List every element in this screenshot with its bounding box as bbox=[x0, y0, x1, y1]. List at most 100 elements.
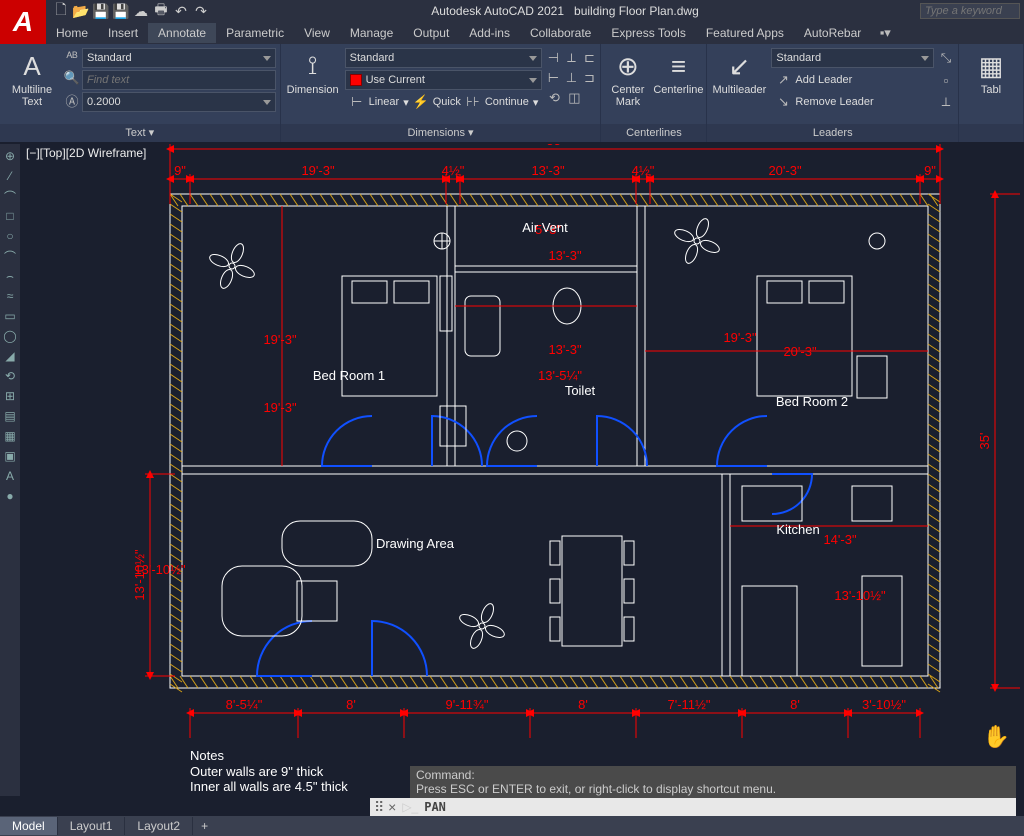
dim-style-value: Standard bbox=[350, 52, 395, 64]
palette-tool-icon[interactable]: ⌒ bbox=[2, 188, 18, 204]
find-icon[interactable]: 🔍 bbox=[64, 70, 80, 86]
command-line[interactable]: ⠿ × ▷_ PAN bbox=[370, 798, 1016, 816]
svg-text:Inner all walls are 4.5" thick: Inner all walls are 4.5" thick bbox=[190, 779, 348, 794]
multileader-button[interactable]: ↙ Multileader bbox=[711, 48, 767, 98]
dim-tool-icon[interactable]: ⊐ bbox=[582, 70, 596, 86]
textheight-icon[interactable]: Ⓐ bbox=[64, 92, 80, 108]
menu-output[interactable]: Output bbox=[403, 23, 459, 43]
ribbon-title-leaders: Leaders bbox=[707, 124, 958, 142]
palette-tool-icon[interactable]: ◢ bbox=[2, 348, 18, 364]
palette-tool-icon[interactable]: ◯ bbox=[2, 328, 18, 344]
menu-add-ins[interactable]: Add-ins bbox=[459, 23, 520, 43]
dim-tool-icon[interactable]: ⊣ bbox=[546, 50, 560, 66]
palette-tool-icon[interactable]: ▭ bbox=[2, 308, 18, 324]
drawing-canvas[interactable]: [−][Top][2D Wireframe] 55'9"19'-3"4½"13'… bbox=[20, 144, 1024, 796]
menu-home[interactable]: Home bbox=[46, 23, 98, 43]
dimension-button[interactable]: ⟟ Dimension bbox=[285, 48, 341, 98]
svg-text:Drawing Area: Drawing Area bbox=[376, 536, 455, 551]
textstyle-icon[interactable]: ᴬᴮ bbox=[64, 48, 80, 64]
dim-tool-icon[interactable]: ⟲ bbox=[546, 90, 562, 106]
svg-text:Kitchen: Kitchen bbox=[776, 522, 819, 537]
menu-autorebar[interactable]: AutoRebar bbox=[794, 23, 871, 43]
svg-text:9'-11¾": 9'-11¾" bbox=[446, 697, 489, 712]
svg-text:8': 8' bbox=[346, 697, 356, 712]
svg-text:19'-3": 19'-3" bbox=[263, 332, 297, 347]
dim-tool-icon[interactable]: ⊢ bbox=[546, 70, 560, 86]
ribbon-title-text[interactable]: Text ▾ bbox=[0, 124, 280, 142]
layout-tabs: ModelLayout1Layout2+ bbox=[0, 816, 1024, 836]
leader-tool-icon[interactable]: ⤡ bbox=[938, 50, 954, 66]
palette-tool-icon[interactable]: ○ bbox=[2, 228, 18, 244]
text-style-dropdown[interactable]: Standard bbox=[82, 48, 276, 68]
menu-annotate[interactable]: Annotate bbox=[148, 23, 216, 43]
menu-overflow-icon[interactable]: ▪▾ bbox=[877, 25, 893, 41]
app-logo[interactable]: A bbox=[0, 0, 46, 44]
palette-tool-icon[interactable]: □ bbox=[2, 208, 18, 224]
palette-tool-icon[interactable]: A bbox=[2, 468, 18, 484]
leader-tool-icon[interactable]: ▫ bbox=[938, 72, 954, 88]
dim-tool-icon[interactable]: ⟂ bbox=[564, 50, 578, 66]
table-button[interactable]: ▦ Tabl bbox=[963, 48, 1019, 98]
palette-tool-icon[interactable]: ⟲ bbox=[2, 368, 18, 384]
title-text: Autodesk AutoCAD 2021 building Floor Pla… bbox=[212, 4, 918, 18]
svg-text:13'-10½": 13'-10½" bbox=[134, 562, 186, 577]
centerline-icon: ≡ bbox=[662, 50, 694, 82]
qat-cloud-icon[interactable]: ☁ bbox=[132, 2, 150, 20]
menu-express-tools[interactable]: Express Tools bbox=[601, 23, 695, 43]
menu-insert[interactable]: Insert bbox=[98, 23, 148, 43]
palette-tool-icon[interactable]: ● bbox=[2, 488, 18, 504]
dim-tool-icon[interactable]: ⊏ bbox=[582, 50, 596, 66]
palette-tool-icon[interactable]: ≈ bbox=[2, 288, 18, 304]
search-input[interactable] bbox=[920, 3, 1020, 19]
add-layout-tab[interactable]: + bbox=[193, 817, 216, 835]
qat-redo-icon[interactable]: ↷ bbox=[192, 2, 210, 20]
palette-tool-icon[interactable]: ▤ bbox=[2, 408, 18, 424]
palette-tool-icon[interactable]: ▦ bbox=[2, 428, 18, 444]
dim-tool-icon[interactable]: ⊥ bbox=[564, 70, 578, 86]
dim-style-dropdown[interactable]: Standard bbox=[345, 48, 543, 68]
ribbon-title-dimensions[interactable]: Dimensions ▾ bbox=[281, 124, 601, 142]
qat-new-icon[interactable]: 🗋 bbox=[52, 2, 70, 20]
dimension-icon: ⟟ bbox=[297, 50, 329, 82]
multiline-text-button[interactable]: A Multiline Text bbox=[4, 48, 60, 110]
palette-tool-icon[interactable]: ⊕ bbox=[2, 148, 18, 164]
palette-tool-icon[interactable]: ⁄ bbox=[2, 168, 18, 184]
quick-button[interactable]: Quick bbox=[433, 96, 461, 108]
menu-featured-apps[interactable]: Featured Apps bbox=[696, 23, 794, 43]
menu-collaborate[interactable]: Collaborate bbox=[520, 23, 601, 43]
leader-tool-icon[interactable]: ⟂ bbox=[938, 94, 954, 110]
remove-leader-icon: ↘ bbox=[775, 94, 791, 110]
svg-text:19'-3": 19'-3" bbox=[263, 400, 297, 415]
qat-plot-icon[interactable]: 🖶 bbox=[152, 2, 170, 20]
qat-save-icon[interactable]: 💾 bbox=[92, 2, 110, 20]
centerline-button[interactable]: ≡ Centerline bbox=[654, 48, 702, 98]
layout-tab-model[interactable]: Model bbox=[0, 817, 58, 835]
linear-icon: ⊢ bbox=[349, 94, 365, 110]
svg-text:13'-3": 13'-3" bbox=[548, 248, 582, 263]
centermark-button[interactable]: ⊕ Center Mark bbox=[605, 48, 650, 110]
palette-tool-icon[interactable]: ⌢ bbox=[2, 268, 18, 284]
remove-leader-button[interactable]: ↘Remove Leader bbox=[771, 92, 934, 112]
qat-undo-icon[interactable]: ↶ bbox=[172, 2, 190, 20]
palette-tool-icon[interactable]: ⌒ bbox=[2, 248, 18, 264]
add-leader-button[interactable]: ↗Add Leader bbox=[771, 70, 934, 90]
continue-button[interactable]: Continue bbox=[485, 96, 529, 108]
dim-layer-dropdown[interactable]: Use Current bbox=[345, 70, 543, 90]
menu-manage[interactable]: Manage bbox=[340, 23, 403, 43]
layout-tab-layout1[interactable]: Layout1 bbox=[58, 817, 126, 835]
dim-tool-icon[interactable]: ◫ bbox=[566, 90, 582, 106]
text-height-dropdown[interactable]: 0.2000 bbox=[82, 92, 276, 112]
find-text-input[interactable] bbox=[82, 70, 276, 90]
layout-tab-layout2[interactable]: Layout2 bbox=[125, 817, 193, 835]
qat-open-icon[interactable]: 📂 bbox=[72, 2, 90, 20]
svg-text:8': 8' bbox=[578, 697, 588, 712]
cmd-handle-icon[interactable]: ⠿ × bbox=[374, 799, 396, 816]
svg-text:Bed Room 2: Bed Room 2 bbox=[776, 394, 848, 409]
palette-tool-icon[interactable]: ⊞ bbox=[2, 388, 18, 404]
qat-saveas-icon[interactable]: 💾 bbox=[112, 2, 130, 20]
palette-tool-icon[interactable]: ▣ bbox=[2, 448, 18, 464]
menu-view[interactable]: View bbox=[294, 23, 340, 43]
menu-parametric[interactable]: Parametric bbox=[216, 23, 294, 43]
linear-button[interactable]: Linear bbox=[369, 96, 400, 108]
leader-style-dropdown[interactable]: Standard bbox=[771, 48, 934, 68]
